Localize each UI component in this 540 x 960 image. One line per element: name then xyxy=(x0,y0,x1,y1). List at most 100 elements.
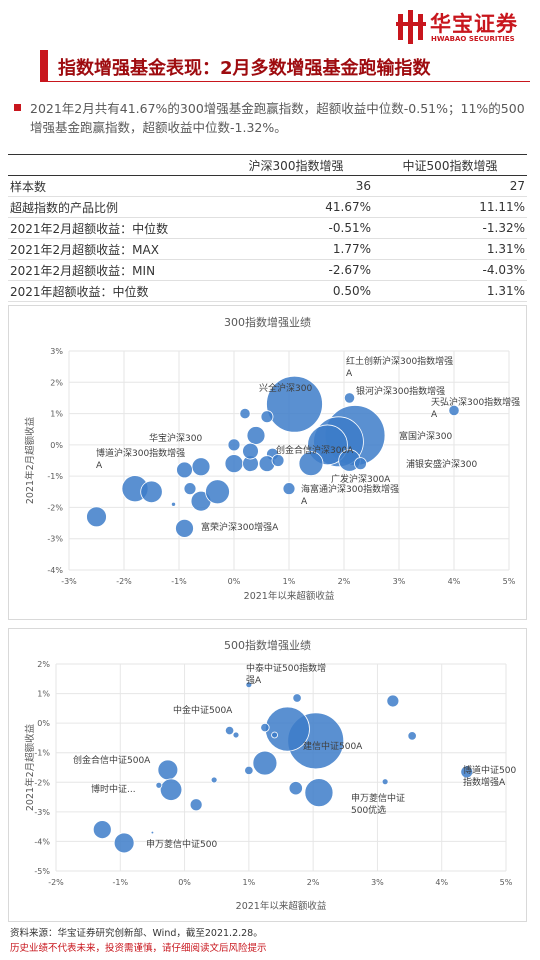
bubble xyxy=(252,750,278,776)
table-cell: 1.77% xyxy=(332,242,371,256)
table-cell: 1.31% xyxy=(486,242,525,256)
table-row: 超越指数的产品比例 41.67% 11.11% xyxy=(8,197,527,218)
table-cell: 27 xyxy=(509,179,525,193)
bubble xyxy=(271,454,285,467)
y-tick-label: 2% xyxy=(37,660,50,669)
bubble-annotation: 富国沪深300 xyxy=(399,432,453,442)
summary: 2021年2月共有41.67%的300增强基金跑赢指数，超额收益中位数-0.51… xyxy=(30,101,525,135)
bubble xyxy=(113,832,135,854)
bubble xyxy=(205,479,230,505)
bubble xyxy=(92,820,112,840)
y-tick-label: 0% xyxy=(37,719,50,728)
table-cell: -0.51% xyxy=(328,221,371,235)
table-row: 样本数 36 27 xyxy=(8,176,527,197)
bubble xyxy=(244,765,254,776)
bubble xyxy=(381,778,389,786)
bubble xyxy=(266,375,323,433)
bubble xyxy=(224,454,244,474)
table-corner xyxy=(8,155,219,176)
bubble-annotation: 创金合信中证500A xyxy=(73,756,151,766)
bubble xyxy=(170,501,177,507)
bubble-annotation: 申万菱信中证500优选 xyxy=(351,794,406,816)
bubble xyxy=(407,731,417,741)
bubble xyxy=(183,482,197,496)
bubble-annotation: 兴全沪深300 xyxy=(259,384,313,394)
table-cell: -4.03% xyxy=(482,263,525,277)
y-axis-label: 2021年2月超额收益 xyxy=(24,416,36,504)
bubble xyxy=(460,765,474,779)
x-axis-label: 2021年以来超额收益 xyxy=(236,900,327,912)
table-row: 2021年2月超额收益：MAX 1.77% 1.31% xyxy=(8,239,527,260)
row-label: 2021年2月超额收益：中位数 xyxy=(10,221,169,236)
row-label: 超越指数的产品比例 xyxy=(10,200,119,215)
column-header: 中证500指数增强 xyxy=(402,158,498,173)
bubble xyxy=(260,410,274,424)
y-tick-label: -2% xyxy=(47,503,63,512)
page-title: 指数增强基金表现：2月多数增强基金跑输指数 xyxy=(58,58,431,79)
table-cell: -2.67% xyxy=(328,263,371,277)
bubble xyxy=(227,438,241,452)
chart: 300指数增强业绩 -4% -3% -2% -1% 0% 1% 2% 3% -3% -2% -1% 0%… xyxy=(24,315,516,602)
table-cell: 1.31% xyxy=(486,284,525,298)
y-tick-label: -4% xyxy=(47,566,63,575)
y-tick-label: 3% xyxy=(50,347,63,356)
bullet xyxy=(14,104,21,111)
x-tick-label: 0% xyxy=(178,878,191,887)
data-table: 沪深300指数增强 中证500指数增强样本数 36 27 超越指数的产品比例 41.67%… xyxy=(8,154,527,302)
source-note: 资料来源：华宝证券研究创新部、Wind，截至2021.2.28。 xyxy=(10,928,263,939)
bubble-annotation: 中金中证500A xyxy=(173,706,233,716)
bubble xyxy=(246,426,266,445)
bubble xyxy=(86,506,107,528)
bubble-annotation: 建信中证500A xyxy=(303,742,363,752)
logo-subtext: HWABAO SECURITIES xyxy=(431,35,515,43)
title-rule xyxy=(48,81,530,82)
y-tick-label: -1% xyxy=(34,749,50,758)
logo-icon xyxy=(396,10,426,44)
bubble-annotation: 中泰中证500指数增强A xyxy=(246,664,327,686)
y-tick-label: -5% xyxy=(34,867,50,876)
bubble xyxy=(271,731,278,739)
bubble-annotation: 银河沪深300指数增强 xyxy=(356,387,446,397)
logo-text: 华宝证券 xyxy=(430,12,518,36)
x-tick-label: -2% xyxy=(48,878,64,887)
bubble xyxy=(260,722,270,733)
bubble xyxy=(191,457,211,477)
x-tick-label: 0% xyxy=(228,577,241,586)
chart-panel: 500指数增强业绩 -5% -4% -3% -2% -1% 0% 1% 2% -2% -1% 0% 1%… xyxy=(8,628,527,922)
table-cell: 11.11% xyxy=(479,200,525,214)
row-label: 样本数 xyxy=(10,179,47,194)
bubble-annotation: 天弘沪深300指数增强A xyxy=(431,398,521,420)
table-row: 2021年超额收益：中位数 0.50% 1.31% xyxy=(8,281,527,302)
bubble-annotation: 博时中证... xyxy=(91,785,136,795)
bubble-annotation: 博道中证500指数增强A xyxy=(463,766,517,788)
bubble xyxy=(242,442,259,460)
x-tick-label: 2% xyxy=(307,878,320,887)
bubble xyxy=(292,693,302,703)
bubble xyxy=(224,725,235,736)
column-header: 沪深300指数增强 xyxy=(248,158,344,173)
bubble xyxy=(239,407,251,420)
bubble-annotation: 富荣沪深300增强A xyxy=(201,523,279,533)
x-tick-label: -2% xyxy=(116,577,132,586)
bubble xyxy=(210,776,218,784)
x-axis-label: 2021年以来超额收益 xyxy=(244,590,335,602)
y-tick-label: -3% xyxy=(34,808,50,817)
x-tick-label: 5% xyxy=(503,577,516,586)
x-tick-label: -1% xyxy=(112,878,128,887)
title-marker xyxy=(40,50,48,82)
x-tick-label: 3% xyxy=(371,878,384,887)
bubble-annotation: 博道沪深300指数增强A xyxy=(96,449,186,471)
y-tick-label: -2% xyxy=(34,778,50,787)
bubble xyxy=(448,404,460,417)
bubble xyxy=(298,451,324,477)
table-header-row: 沪深300指数增强 中证500指数增强 xyxy=(8,155,527,176)
y-tick-label: -4% xyxy=(34,837,50,846)
y-tick-label: 1% xyxy=(37,690,50,699)
table-cell: 0.50% xyxy=(332,284,371,298)
x-tick-label: -1% xyxy=(171,577,187,586)
bubble xyxy=(354,457,367,471)
disclaimer: 历史业绩不代表未来，投资需谨慎，请仔细阅读文后风险提示 xyxy=(10,943,267,954)
y-tick-label: 1% xyxy=(50,410,63,419)
bubble-annotation: 红土创新沪深300指数增强A xyxy=(346,357,454,379)
chart: 500指数增强业绩 -5% -4% -3% -2% -1% 0% 1% 2% -2% -1% 0% 1%… xyxy=(24,638,513,912)
